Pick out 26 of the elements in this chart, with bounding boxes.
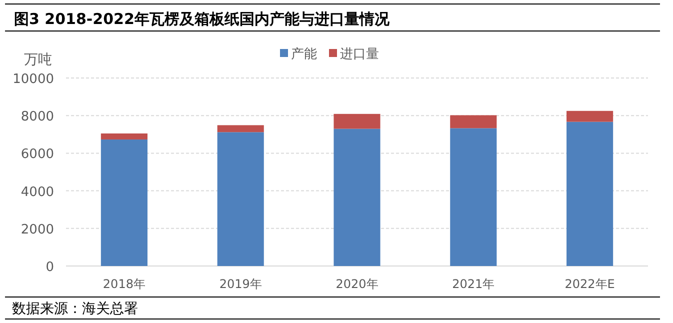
bar bbox=[566, 110, 614, 122]
bar bbox=[217, 125, 264, 132]
x-tick-label: 2019年 bbox=[219, 277, 262, 291]
y-axis-title: 万吨 bbox=[24, 52, 52, 68]
bar bbox=[100, 133, 148, 140]
y-tick-label: 0 bbox=[46, 260, 54, 275]
y-tick-label: 2000 bbox=[20, 222, 54, 238]
bar bbox=[450, 128, 497, 266]
bar bbox=[217, 132, 264, 266]
chart-title: 图3 2018-2022年瓦楞及箱板纸国内产能与进口量情况 bbox=[14, 10, 390, 28]
x-tick-label: 2020年 bbox=[336, 277, 378, 291]
y-tick-label: 10000 bbox=[12, 72, 54, 87]
x-tick-label: 2021年 bbox=[452, 277, 495, 291]
y-tick-label: 6000 bbox=[20, 147, 54, 162]
source-note: 数据来源：海关总署 bbox=[12, 301, 138, 317]
legend-label: 进口量 bbox=[340, 47, 379, 62]
y-tick-label: 4000 bbox=[20, 184, 54, 200]
bar bbox=[566, 122, 614, 266]
bar bbox=[334, 128, 380, 266]
bar bbox=[100, 139, 148, 266]
bar bbox=[450, 115, 497, 128]
bar bbox=[334, 114, 380, 129]
legend-label: 产能 bbox=[291, 47, 317, 62]
x-tick-label: 2018年 bbox=[102, 277, 146, 291]
y-tick-label: 8000 bbox=[20, 110, 54, 125]
x-tick-label: 2022年E bbox=[564, 277, 615, 291]
